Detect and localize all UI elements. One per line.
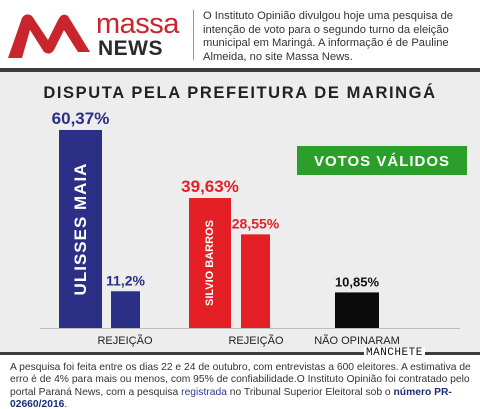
value-label-rejei-o-3: 28,55% — [232, 215, 280, 231]
value-label-rejei-o-1: 11,2% — [106, 272, 145, 288]
bar-chart: VOTOS VÁLIDOS 60,37% ULISSES MAIA 11,2% 39,6… — [40, 109, 467, 347]
candidate-name-silvio-barros-2: SILVIO BARROS — [204, 220, 216, 306]
value-label-n-o-opinaram-4: 10,85% — [335, 274, 380, 289]
candidate-name-ulisses-maia-0: ULISSES MAIA — [71, 163, 90, 296]
massa-logo-icon — [8, 14, 90, 58]
bar-n-o-opinaram-4 — [335, 292, 379, 328]
category-label-1: REJEIÇÃO — [228, 334, 283, 347]
header-divider — [193, 10, 194, 60]
footnote-text-2: no Tribunal Superior Eleitoral sob o — [226, 386, 394, 398]
footnote: A pesquisa foi feita entre os dias 22 e … — [10, 362, 474, 409]
footnote-registrada: registrada — [181, 386, 227, 398]
votos-validos-label: VOTOS VÁLIDOS — [314, 153, 450, 170]
bar-rejei-o-1 — [111, 291, 140, 328]
bar-ulisses-maia-0 — [59, 129, 102, 328]
chart-title: DISPUTA PELA PREFEITURA DE MARINGÁ — [43, 84, 437, 102]
value-label-ulisses-maia-0: 60,37% — [52, 109, 110, 128]
logo-wordmark-news: NEWS — [98, 37, 163, 60]
header: massa NEWS O Instituto Opinião divulgou … — [0, 0, 480, 68]
header-rule — [0, 68, 480, 72]
footer-rule — [0, 352, 480, 355]
footnote-text-1: A pesquisa foi feita entre os dias 22 e … — [10, 362, 471, 398]
category-label-0: REJEIÇÃO — [97, 334, 152, 347]
footnote-text-3: . — [64, 399, 68, 409]
value-label-silvio-barros-2: 39,63% — [181, 177, 239, 196]
bar-rejei-o-3 — [241, 234, 270, 328]
logo-wordmark-massa: massa — [96, 8, 179, 40]
bar-silvio-barros-2 — [189, 198, 231, 328]
watermark: MANCHETE — [364, 347, 425, 359]
category-label-2: NÃO OPINARAM — [314, 334, 400, 347]
intro-text: O Instituto Opinião divulgou hoje uma pe… — [203, 10, 454, 63]
footer — [0, 355, 480, 409]
votos-validos-badge — [297, 146, 467, 175]
footnote-numero: número PR-02660/2016 — [10, 386, 452, 409]
